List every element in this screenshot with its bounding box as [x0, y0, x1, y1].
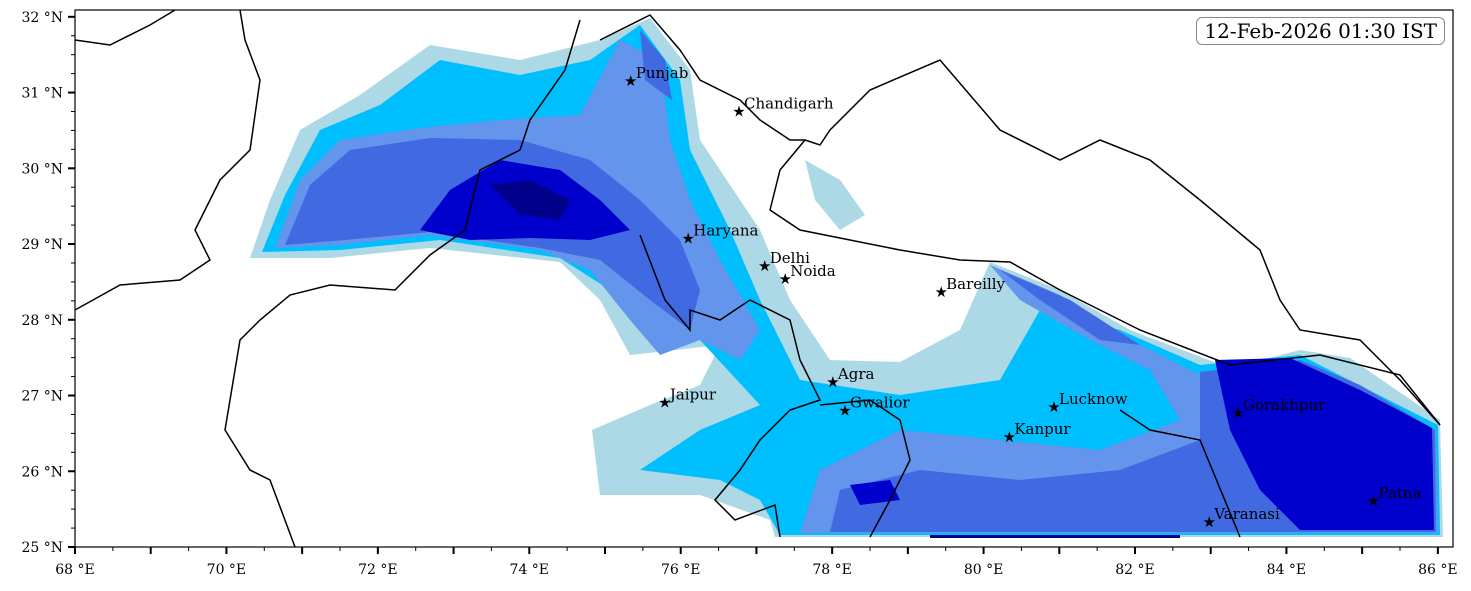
y-tick-label: 31 °N [21, 86, 63, 102]
city-star-icon: ★ [1003, 428, 1016, 446]
x-tick-label: 86 °E [1418, 562, 1457, 578]
x-tick-label: 76 °E [661, 562, 700, 578]
y-tick-label: 25 °N [21, 540, 63, 556]
x-tick-label: 78 °E [812, 562, 851, 578]
city-label: Patna [1379, 484, 1422, 502]
x-tick-label: 80 °E [964, 562, 1003, 578]
city-star-icon: ★ [1367, 492, 1380, 510]
city-star-icon: ★ [624, 72, 637, 90]
city-star-icon: ★ [778, 270, 791, 288]
city-star-icon: ★ [1231, 404, 1244, 422]
timestamp-box: 12-Feb-2026 01:30 IST [1196, 17, 1445, 45]
city-label: Delhi [770, 249, 810, 267]
x-tick-label: 82 °E [1115, 562, 1154, 578]
city-label: Noida [790, 262, 836, 280]
city-star-icon: ★ [934, 283, 947, 301]
city-label: Gwalior [850, 394, 910, 412]
city-label: Varanasi [1213, 505, 1280, 523]
x-tick-label: 68 °E [55, 562, 94, 578]
city-label: Kanpur [1014, 420, 1071, 438]
y-tick-label: 28 °N [21, 313, 63, 329]
x-tick-label: 84 °E [1267, 562, 1306, 578]
city-star-icon: ★ [758, 257, 771, 275]
y-tick-label: 30 °N [21, 161, 63, 177]
y-tick-label: 32 °N [21, 10, 63, 26]
city-star-icon: ★ [1047, 398, 1060, 416]
city-star-icon: ★ [682, 230, 695, 248]
city-star-icon: ★ [732, 102, 745, 120]
city-label: Gorakhpur [1243, 396, 1326, 414]
city-label: Agra [837, 365, 875, 383]
precip-level-6 [490, 180, 1180, 538]
plot-frame [74, 9, 1454, 548]
city-label: Punjab [636, 64, 689, 82]
country-borders [74, 9, 1441, 548]
y-tick-label: 29 °N [21, 237, 63, 253]
city-star-icon: ★ [658, 393, 671, 411]
axis-ticks: 68 °E 70 °E 72 °E 74 °E 76 °E 78 °E 80 °E 82 °E… [21, 10, 1457, 578]
city-star-icon: ★ [838, 402, 851, 420]
city-label: Lucknow [1059, 390, 1128, 408]
x-tick-label: 72 °E [358, 562, 397, 578]
y-tick-label: 27 °N [21, 389, 63, 405]
city-label: Bareilly [946, 275, 1005, 293]
precip-level-5 [420, 160, 1434, 530]
x-tick-label: 70 °E [207, 562, 246, 578]
city-label: Haryana [693, 222, 758, 240]
city-label: Chandigarh [744, 94, 834, 112]
x-tick-label: 74 °E [510, 562, 549, 578]
city-label: Jaipur [668, 385, 717, 403]
city-star-icon: ★ [1202, 513, 1215, 531]
city-markers: ★Punjab★Chandigarh★Haryana★Delhi★Noida★B… [624, 64, 1422, 531]
y-tick-label: 26 °N [21, 464, 63, 480]
city-star-icon: ★ [826, 373, 839, 391]
